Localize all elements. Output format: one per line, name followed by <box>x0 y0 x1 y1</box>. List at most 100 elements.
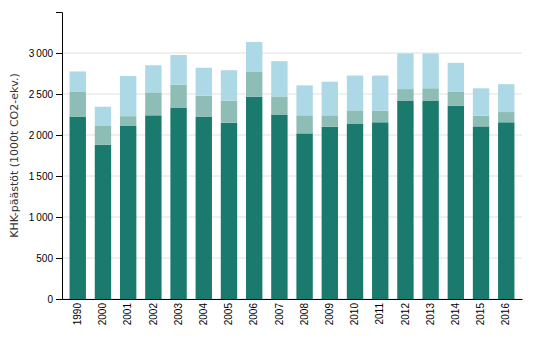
bar <box>296 85 312 115</box>
bar <box>347 76 363 111</box>
x-tick-label: 2011 <box>374 303 385 325</box>
y-tick-mark <box>56 53 62 54</box>
bar <box>170 55 186 85</box>
bar-series <box>70 42 515 126</box>
bar <box>271 115 287 300</box>
bar <box>246 97 262 299</box>
x-tick-label: 2007 <box>274 303 285 326</box>
bar <box>246 71 262 96</box>
bar <box>372 111 388 122</box>
x-tick-label: 2013 <box>425 303 436 326</box>
y-tick: 500 <box>36 253 62 264</box>
x-axis: 1990 2000 2001 2002 2003 2004 2005 2006 2007 2008… <box>63 300 523 326</box>
bar <box>498 84 514 112</box>
bar <box>221 101 237 123</box>
x-tick-label: 2003 <box>173 303 184 326</box>
bar <box>170 108 186 299</box>
bar <box>322 82 338 116</box>
x-tick-label: 2002 <box>148 303 159 326</box>
y-tick-label: 0 <box>47 294 53 305</box>
x-tick: 2016 <box>500 303 511 326</box>
x-tick-label: 2012 <box>400 303 411 326</box>
bar <box>120 116 136 126</box>
x-tick: 2006 <box>248 303 259 326</box>
y-tick-mark <box>56 176 62 177</box>
bar <box>322 115 338 126</box>
x-tick: 2009 <box>324 303 335 326</box>
x-tick: 2003 <box>173 303 184 326</box>
y-tick-mark <box>56 94 62 95</box>
x-tick-label: 2004 <box>198 303 209 326</box>
chart-svg: 0 500 1 000 1 500 2 000 2 500 3 000 1990 2000 200… <box>0 0 534 341</box>
bar <box>70 92 86 117</box>
bar <box>448 92 464 106</box>
bars <box>70 42 515 299</box>
x-tick-label: 2015 <box>475 303 486 326</box>
bar <box>95 107 111 126</box>
x-tick: 2008 <box>299 303 310 326</box>
y-tick-label: 2 000 <box>29 130 54 141</box>
bar <box>473 126 489 299</box>
y-tick-label: 3 000 <box>29 48 54 59</box>
bar <box>498 122 514 299</box>
x-tick: 2001 <box>122 303 133 326</box>
x-tick-label: 2008 <box>299 303 310 326</box>
x-tick: 2010 <box>349 303 360 326</box>
bar <box>246 42 262 72</box>
y-tick: 1 500 <box>29 171 62 182</box>
bar-series <box>70 97 515 299</box>
bar <box>271 96 287 114</box>
bar <box>95 145 111 299</box>
bar <box>498 112 514 122</box>
y-tick: 0 <box>47 294 62 305</box>
y-tick-label: 1 500 <box>29 171 54 182</box>
x-tick-label: 1990 <box>72 303 83 326</box>
bar <box>196 96 212 117</box>
bar <box>196 68 212 96</box>
grid <box>62 53 522 299</box>
bar <box>448 106 464 299</box>
bar <box>296 133 312 299</box>
bar <box>448 63 464 92</box>
y-tick-mark <box>56 299 62 300</box>
x-tick-label: 2001 <box>122 303 133 326</box>
y-axis-line <box>56 13 63 300</box>
bar <box>347 124 363 299</box>
bar <box>473 88 489 115</box>
bar <box>120 76 136 116</box>
bar <box>347 110 363 123</box>
y-tick-label: 500 <box>36 253 53 264</box>
bar <box>221 123 237 299</box>
x-tick: 2013 <box>425 303 436 326</box>
bar <box>322 127 338 299</box>
x-tick-label: 2014 <box>450 303 461 326</box>
y-tick: 2 500 <box>29 89 62 100</box>
bar <box>221 70 237 100</box>
y-tick-label: 2 500 <box>29 89 54 100</box>
bar <box>397 53 413 89</box>
x-tick: 2000 <box>97 303 108 326</box>
x-tick-label: 2016 <box>500 303 511 326</box>
x-tick-label: 2006 <box>248 303 259 326</box>
y-tick-mark <box>56 258 62 259</box>
x-tick: 2014 <box>450 303 461 326</box>
bar <box>120 126 136 299</box>
grid-line <box>62 53 522 54</box>
x-tick-label: 2009 <box>324 303 335 326</box>
bar <box>372 122 388 299</box>
y-axis: 0 500 1 000 1 500 2 000 2 500 3 000 <box>29 13 63 305</box>
x-tick: 2007 <box>274 303 285 326</box>
x-tick: 2002 <box>148 303 159 326</box>
x-tick-label: 2005 <box>223 303 234 326</box>
bar <box>296 115 312 133</box>
y-tick-label: 1 000 <box>29 212 54 223</box>
y-tick-mark <box>56 135 62 136</box>
y-tick-mark <box>56 217 62 218</box>
bar <box>170 85 186 108</box>
bar <box>372 76 388 111</box>
y-axis-title: KHK-päästöt (1000t CO2-ekv.) <box>8 73 21 238</box>
y-tick: 2 000 <box>29 130 62 141</box>
bar <box>397 101 413 299</box>
x-tick: 2015 <box>475 303 486 326</box>
bar <box>422 101 438 299</box>
